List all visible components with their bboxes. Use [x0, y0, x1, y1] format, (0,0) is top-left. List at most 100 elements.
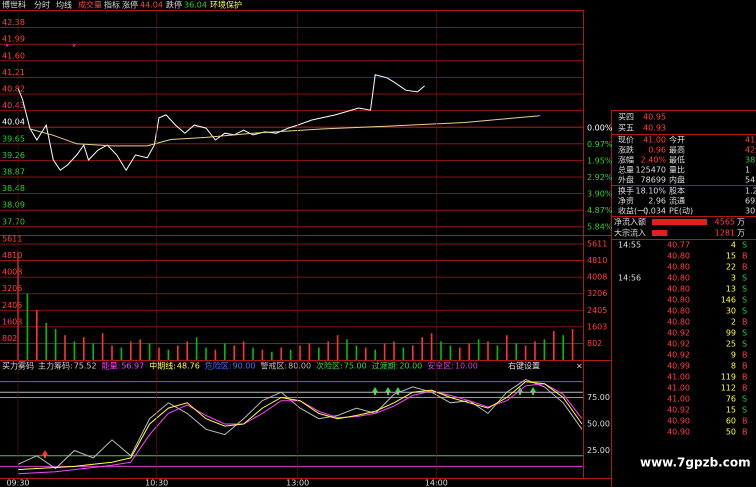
tick-side: B	[742, 373, 748, 382]
tick-side: B	[742, 362, 748, 371]
volume-bar	[271, 351, 273, 360]
volume-bar	[36, 310, 38, 360]
volume-bar	[242, 341, 245, 360]
quote-label: 涨幅	[618, 155, 634, 165]
limit-up-label: 涨停	[122, 0, 138, 10]
y2-tick-label: 0.97%	[587, 140, 613, 149]
quote-value: 40.95	[643, 113, 666, 122]
y-tick-label: 39.26	[2, 151, 25, 160]
volume-bar	[534, 341, 536, 360]
tick-volume: 15	[726, 252, 736, 261]
tick-side: S	[742, 274, 747, 283]
volume-bar	[571, 328, 574, 360]
quote-value: 1.2	[745, 187, 756, 196]
quote-label: PE(动)	[669, 206, 693, 216]
quote-value: 2.96	[648, 197, 666, 206]
volume-bar	[139, 339, 141, 360]
toolbar-item[interactable]: 指标	[104, 0, 120, 10]
indicator-value: 48.76	[177, 362, 200, 371]
volume-bar	[506, 335, 508, 360]
start-arrow	[42, 450, 48, 458]
y-tick-label: 41.60	[2, 51, 25, 60]
indicator-name: 危险区:	[205, 361, 232, 371]
quote-label: 换手	[618, 186, 634, 196]
indicator-value: 90.00	[233, 362, 256, 371]
indicator-name: 能量:	[102, 361, 121, 371]
tick-volume: 9	[731, 351, 736, 360]
y2-tick-label: 50.00	[587, 420, 610, 429]
y-tick-label: 802	[2, 334, 17, 343]
quote-label: 最高	[669, 145, 685, 155]
flow-label: 净流入额	[614, 217, 646, 227]
quote-value: 54	[745, 176, 755, 185]
volume-bar	[252, 347, 254, 360]
buy-arrow	[530, 387, 536, 395]
quote-label: 买四	[618, 113, 634, 122]
series-line	[17, 378, 583, 470]
volume-bar	[318, 347, 320, 360]
y2-tick-label: 0.00%	[587, 123, 613, 132]
indicator-name: 主力筹码:	[38, 361, 73, 371]
tick-volume: 2	[731, 318, 736, 327]
flow-bar	[652, 219, 707, 225]
quote-value: 41.00	[643, 136, 666, 145]
watermark: www.7gpzb.com	[640, 456, 751, 470]
volume-bar	[101, 333, 104, 360]
y-tick-label: 2405	[2, 301, 22, 310]
y-tick-label: 40.43	[2, 101, 25, 110]
volume-bar	[195, 337, 198, 360]
tick-price: 40.92	[667, 406, 690, 415]
quote-label: 买五	[618, 124, 634, 133]
tick-side: S	[742, 406, 747, 415]
volume-bar	[233, 345, 235, 360]
tick-volume: 15	[726, 406, 736, 415]
tick-time: 14:55	[618, 241, 641, 250]
volume-bar	[515, 343, 517, 360]
y2-tick-label: 5.84%	[587, 222, 613, 231]
volume-bar	[468, 343, 470, 360]
quote-value: 41	[745, 136, 755, 145]
volume-bar	[487, 341, 489, 360]
tick-volume: 119	[721, 373, 736, 382]
tick-price: 40.92	[667, 340, 690, 349]
tick-side: S	[742, 307, 747, 316]
close-button[interactable]: ×	[576, 362, 583, 371]
toolbar-item[interactable]: 分时	[34, 0, 50, 10]
volume-bar	[73, 341, 76, 360]
quote-value: 42	[745, 146, 755, 155]
indicator-value: 80.00	[288, 362, 311, 371]
volume-bar	[214, 349, 217, 360]
buy-arrow	[395, 387, 401, 395]
tick-price: 41.00	[667, 373, 690, 382]
tick-volume: 30	[726, 307, 736, 316]
indicator-value: 75.00	[344, 362, 367, 371]
settings-button[interactable]: 右键设置	[508, 361, 540, 371]
volume-bar	[120, 347, 123, 360]
y2-tick-label: 4008	[587, 273, 607, 282]
y-tick-label: 4008	[2, 268, 22, 277]
volume-bar	[402, 347, 405, 360]
quote-label: 外盘	[618, 175, 634, 185]
toolbar-item[interactable]: 均线	[56, 0, 72, 10]
volume-bar	[224, 343, 226, 360]
volume-bar	[280, 347, 282, 360]
y2-tick-label: 3206	[587, 289, 607, 298]
volume-bar	[477, 339, 480, 360]
volume-bar	[54, 328, 57, 360]
y2-tick-label: 25.00	[587, 446, 610, 455]
marker: *	[5, 43, 9, 52]
limit-down: 36.04	[184, 1, 207, 10]
volume-bar	[130, 341, 132, 360]
y2-tick-label: 5611	[587, 240, 607, 249]
quote-label: 股本	[669, 186, 685, 196]
tick-side: B	[742, 428, 748, 437]
quote-label: 内盘	[669, 175, 685, 185]
toolbar-item[interactable]: 成交量	[78, 0, 102, 10]
volume-bar	[336, 335, 339, 360]
y2-tick-label: 4.87%	[587, 206, 613, 215]
tick-volume: 146	[721, 296, 736, 305]
y2-tick-label: 75.00	[587, 393, 610, 402]
y-tick-label: 4810	[2, 251, 22, 260]
